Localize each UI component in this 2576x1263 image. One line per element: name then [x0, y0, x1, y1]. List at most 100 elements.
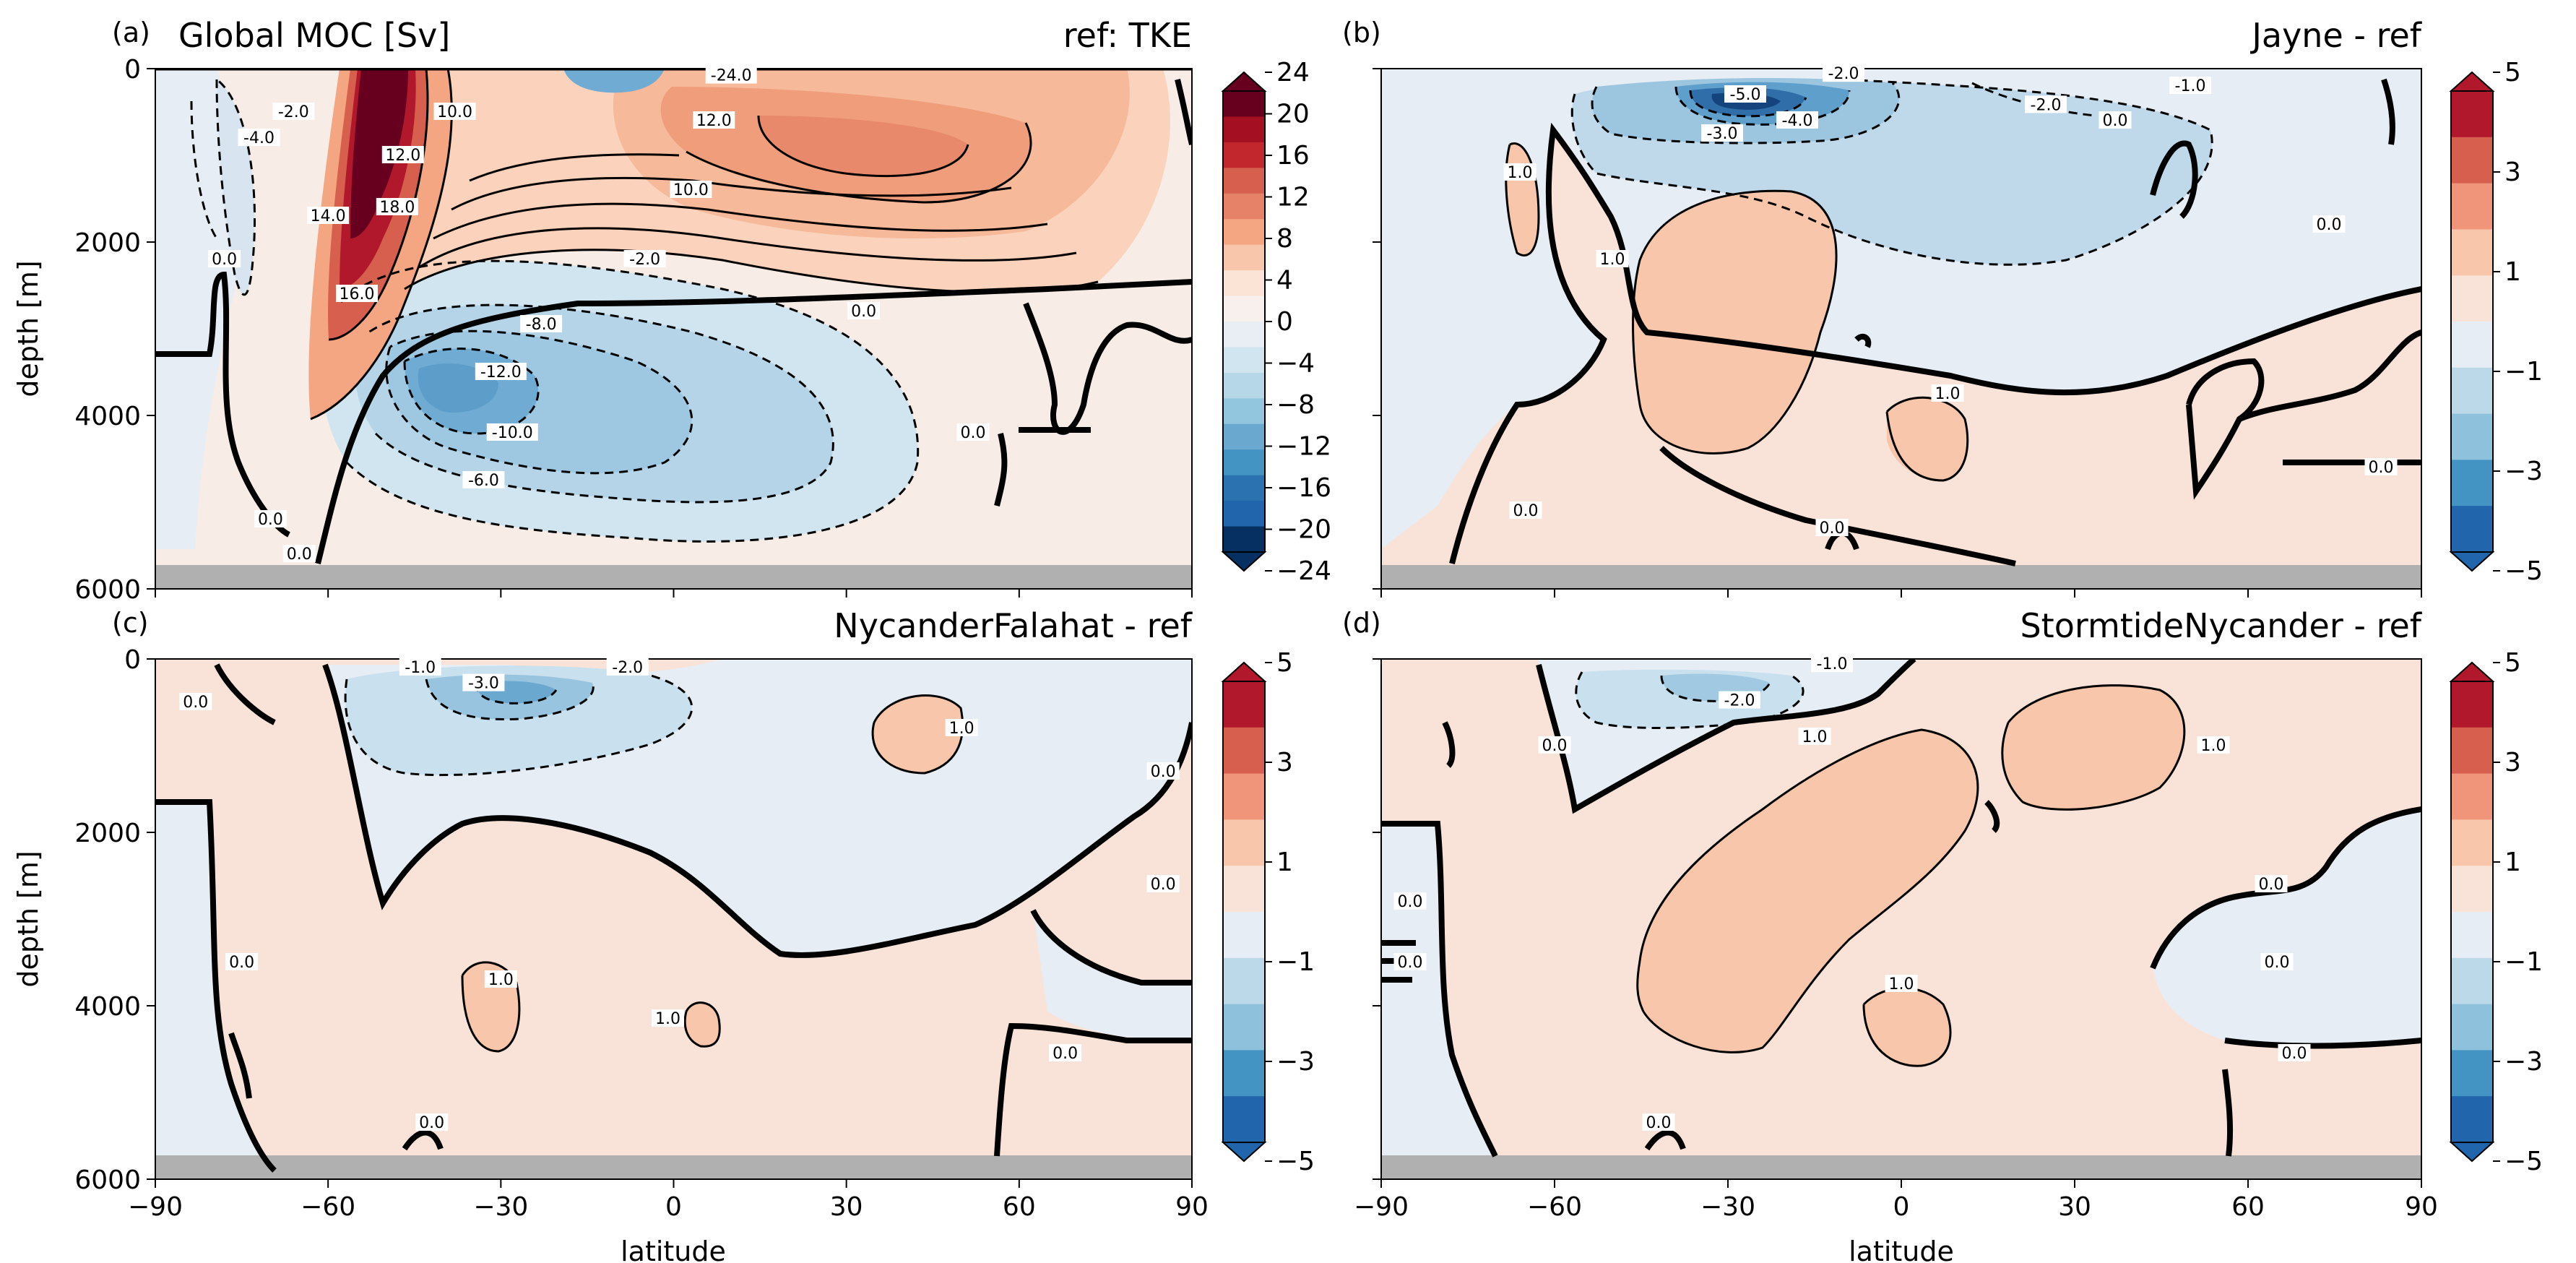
- contour-label: 0.0: [1146, 875, 1180, 894]
- contour-label: 10.0: [433, 103, 476, 121]
- colorbar-tick-label: −12: [1276, 432, 1331, 462]
- colorbar-tick-label: −16: [1276, 473, 1331, 503]
- contour-label-text: 0.0: [1398, 893, 1423, 911]
- panel-b-y-ticks: [1373, 68, 1381, 590]
- contour-label-text: 0.0: [2103, 112, 2128, 130]
- x-tick-label: 60: [1003, 1192, 1036, 1222]
- colorbar-tick-label: −4: [1276, 349, 1315, 379]
- contour-label-text: 0.0: [2317, 216, 2342, 234]
- colorbar-tick-label: 4: [1276, 266, 1293, 296]
- contour-label-text: 0.0: [212, 251, 237, 269]
- contour-label: 0.0: [2364, 458, 2398, 477]
- colorbar-tick-label: 1: [1276, 848, 1293, 877]
- colorbar-segment: [1223, 866, 1265, 913]
- panel-d-xlabel: latitude: [1849, 1236, 1954, 1263]
- colorbar-frame: [2450, 90, 2494, 553]
- y-tick-label: 2000: [74, 228, 141, 258]
- colorbar-segment: [2451, 866, 2493, 913]
- contour-label: -10.0: [486, 423, 538, 442]
- contour-label-text: 0.0: [419, 1114, 444, 1132]
- colorbar-top-extend: [2449, 661, 2495, 682]
- y-tick-label: 0: [124, 645, 141, 675]
- panel-b: -5.0 -3.0 -4.0 -2.0 -2.0 -1.0 1.0 1.0 1.0 0.0 0.0 0…: [1342, 16, 2423, 598]
- contour-label-text: -2.0: [629, 251, 660, 269]
- contour-label: 18.0: [376, 198, 418, 217]
- contour-label: -2.0: [272, 103, 315, 121]
- contour-label: 0.0: [415, 1113, 449, 1132]
- contour-label-text: 0.0: [851, 303, 876, 321]
- panel-a-x-ticks: [155, 589, 1193, 598]
- contour-label: 0.0: [282, 545, 316, 564]
- contour-label: 0.0: [1509, 501, 1542, 520]
- contour-label: 0.0: [179, 693, 212, 712]
- colorbar-segment: [1223, 296, 1265, 322]
- colorbar-segment: [2451, 460, 2493, 507]
- contour-label-text: -6.0: [468, 472, 499, 490]
- contour-label-text: -2.0: [612, 659, 643, 677]
- contour-label-text: 0.0: [1398, 954, 1423, 972]
- contour-label: 0.0: [1146, 762, 1180, 781]
- panel-c-subtitle: NycanderFalahat - ref: [834, 606, 1193, 645]
- colorbar-segment: [1223, 1004, 1265, 1051]
- colorbar-segment: [1223, 449, 1265, 476]
- contour-label-text: 0.0: [2369, 459, 2394, 477]
- contour-label: -24.0: [705, 66, 757, 85]
- y-tick-label: 6000: [74, 1165, 141, 1195]
- contour-label-text: -1.0: [405, 659, 436, 677]
- colorbar-tick-label: −5: [2504, 1147, 2543, 1176]
- contour-label: 1.0: [1931, 384, 1964, 403]
- panel-b-letter: (b): [1342, 17, 1381, 48]
- contour-label: 1.0: [2197, 736, 2230, 755]
- colorbar-top-extend: [1221, 661, 1267, 682]
- colorbar-tick-label: −5: [2504, 556, 2543, 586]
- contour-label-text: 0.0: [1053, 1045, 1078, 1063]
- contour-label: 12.0: [693, 111, 735, 130]
- contour-label: -2.0: [2025, 95, 2067, 114]
- colorbar-segment: [1223, 168, 1265, 194]
- colorbar-tick-label: 1: [2504, 848, 2521, 877]
- contour-label-text: 0.0: [961, 424, 986, 442]
- contour-label: 1.0: [1503, 163, 1536, 182]
- colorbar-bottom-extend: [1221, 551, 1267, 572]
- panel-c-y-ticks: 0 2000 4000 6000: [74, 645, 155, 1195]
- x-tick-label: 90: [1175, 1192, 1209, 1222]
- contour-label: 14.0: [307, 207, 350, 225]
- colorbar-segment: [1223, 423, 1265, 450]
- colorbar-segment: [2451, 1096, 2493, 1143]
- contour-label-text: 0.0: [2282, 1045, 2307, 1063]
- colorbar-segment: [1223, 116, 1265, 143]
- contour-label: 0.0: [2099, 111, 2132, 130]
- contour-label-text: 0.0: [1513, 502, 1539, 520]
- contour-label: 0.0: [2278, 1044, 2311, 1063]
- contour-label: -1.0: [399, 658, 441, 677]
- colorbar-segment: [2451, 322, 2493, 368]
- colorbar-top-extend: [1221, 71, 1267, 92]
- panel-b-contour-labels: -5.0 -3.0 -4.0 -2.0 -2.0 -1.0 1.0 1.0 1.0 0.0 0.0 0…: [1503, 64, 2398, 538]
- contour-label: 0.0: [2312, 215, 2346, 234]
- colorbar-segment: [2451, 229, 2493, 276]
- colorbar-frame: [1222, 681, 1266, 1143]
- contour-label-text: 1.0: [1508, 164, 1533, 182]
- colorbar-segment: [1223, 219, 1265, 246]
- contour-label: 0.0: [1642, 1113, 1675, 1132]
- contour-label: 0.0: [254, 510, 287, 529]
- colorbar-segment: [2451, 1004, 2493, 1051]
- colorbar-segment: [1223, 1096, 1265, 1143]
- colorbar-tick-label: 1: [2504, 257, 2521, 287]
- contour-label: 0.0: [2260, 953, 2294, 972]
- x-tick-label: −60: [301, 1192, 355, 1222]
- contour-label-text: 1.0: [2201, 737, 2226, 755]
- panel-d-y-ticks: [1373, 658, 1381, 1180]
- contour-label: 0.0: [956, 423, 990, 442]
- contour-label: -2.0: [1719, 691, 1760, 710]
- x-tick-label: 30: [830, 1192, 863, 1222]
- panel-c-ylabel: depth [m]: [12, 850, 44, 987]
- contour-label-text: 0.0: [1151, 763, 1176, 781]
- contour-label-text: -3.0: [468, 675, 499, 693]
- panel-d-x-ticks: −90 −60 −30 0 30 60 90: [1354, 1179, 2438, 1222]
- panel-b-subtitle: Jayne - ref: [2249, 16, 2422, 55]
- contour-label: 16.0: [336, 285, 379, 303]
- colorbar-tick-label: 8: [1276, 224, 1293, 254]
- x-tick-label: −30: [473, 1192, 528, 1222]
